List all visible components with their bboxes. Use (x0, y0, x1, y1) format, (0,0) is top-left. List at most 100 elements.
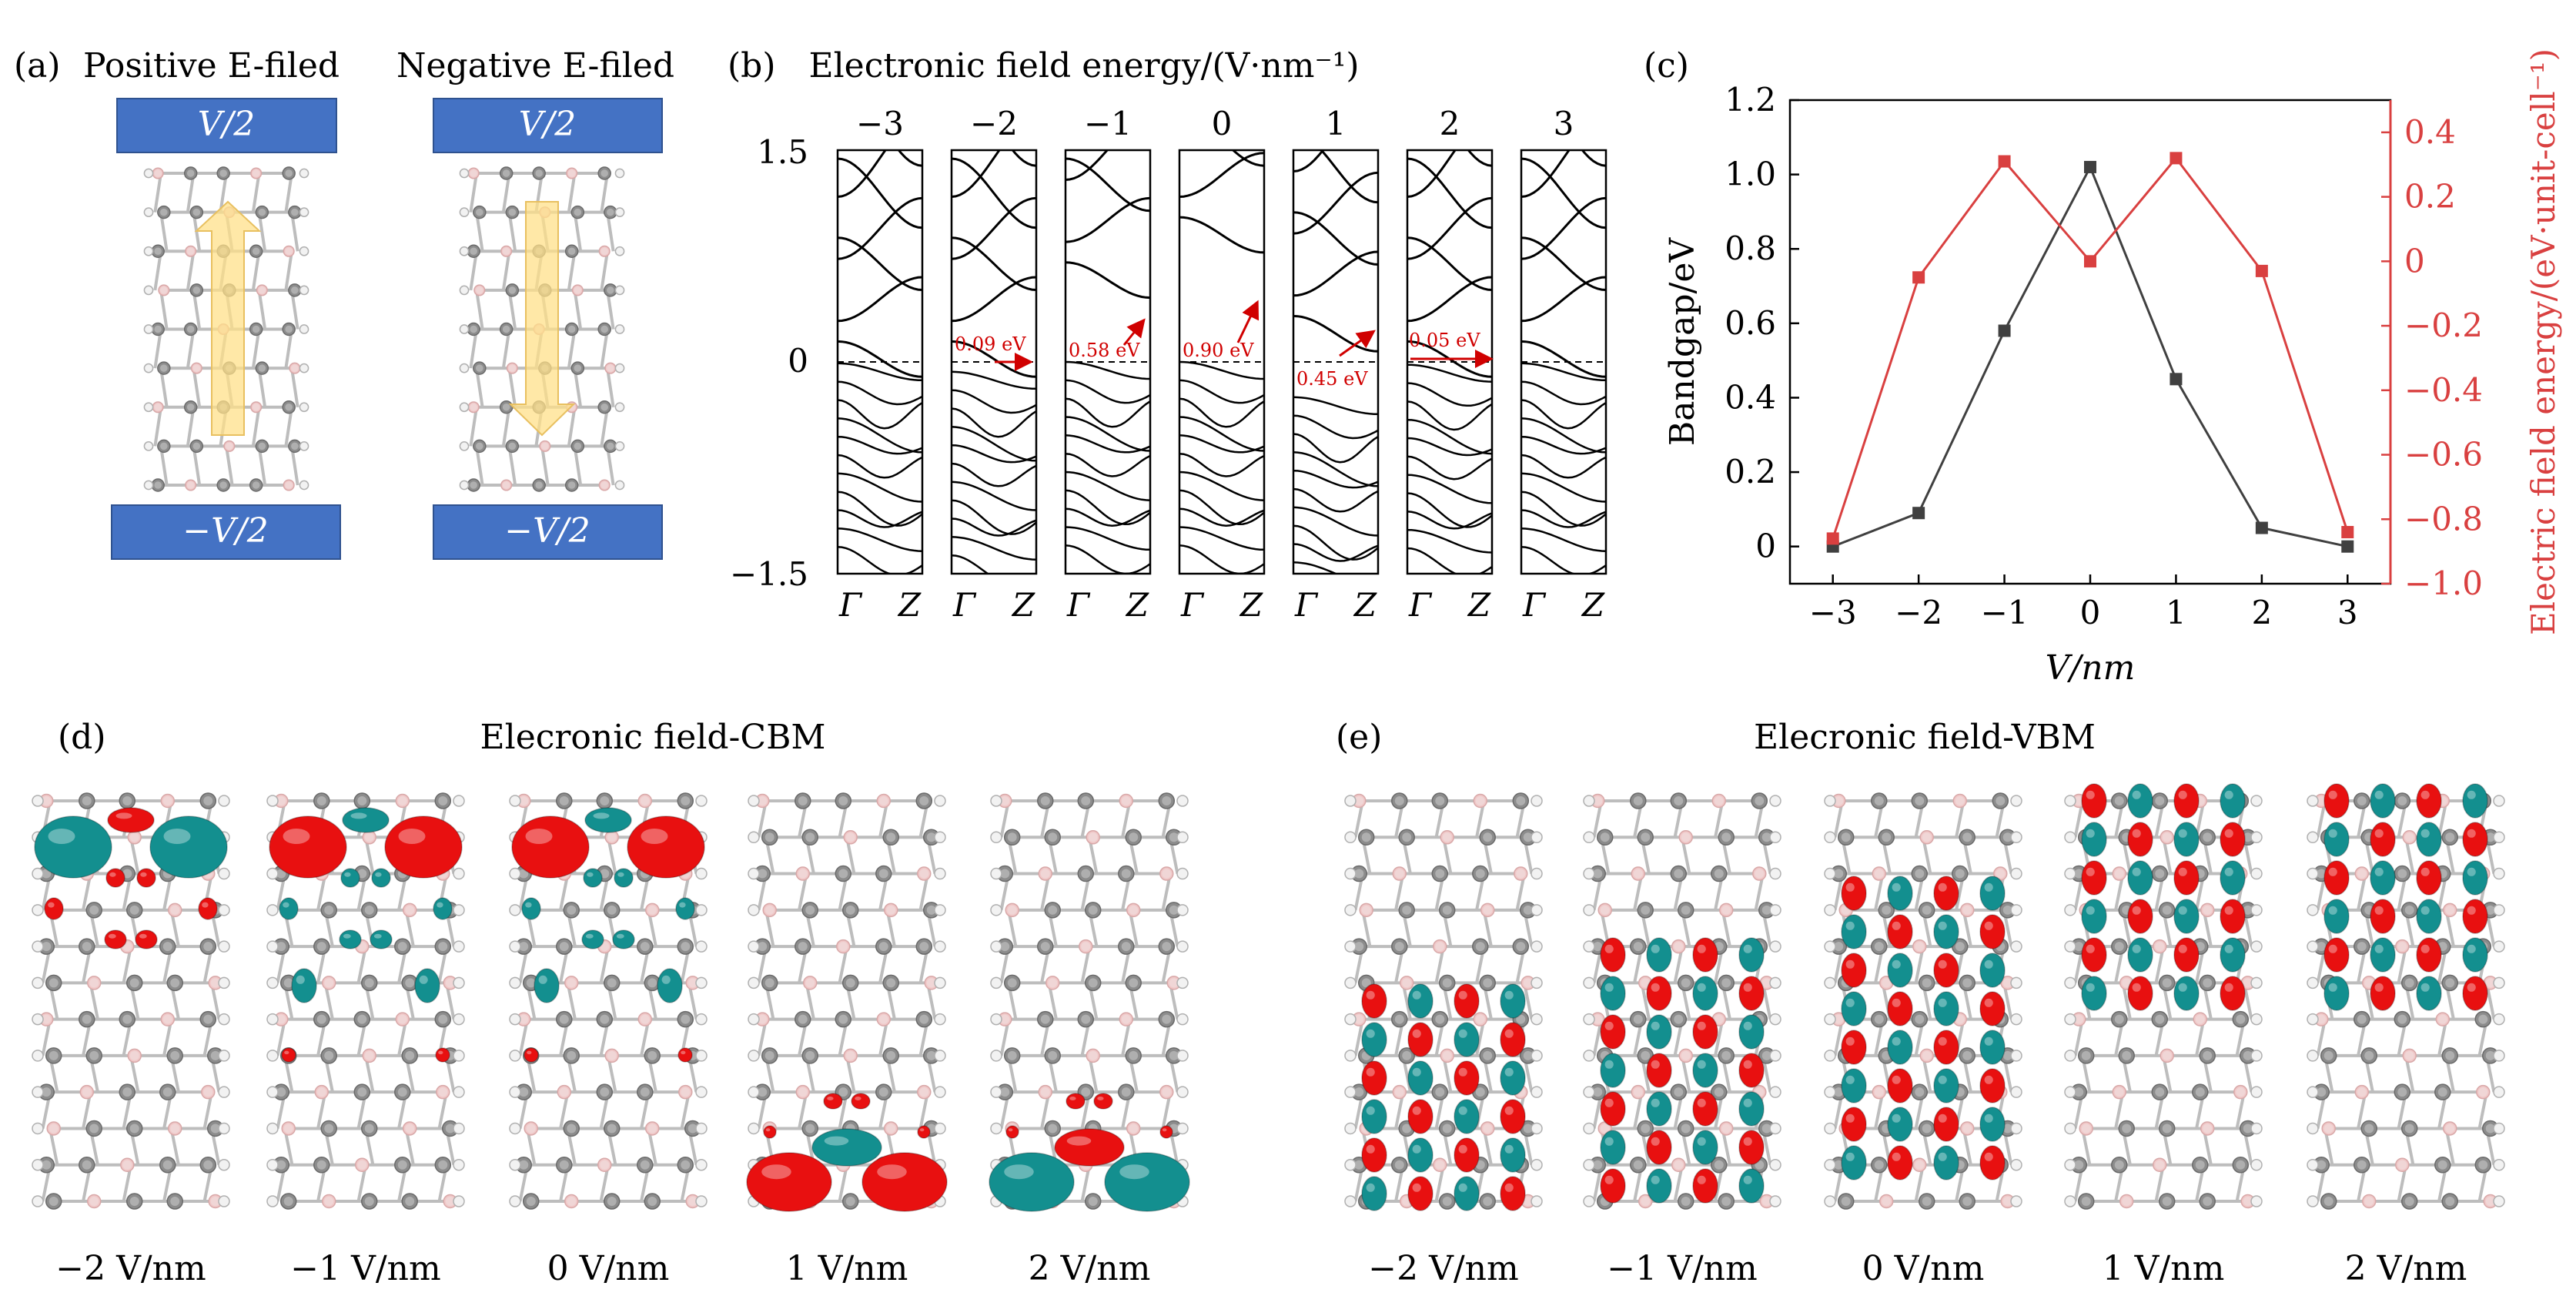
orbital-lobe (1933, 1030, 1959, 1065)
bond (573, 446, 583, 486)
carbon-atom (505, 283, 520, 297)
carbon-atom (570, 361, 585, 375)
carbon-atom (1479, 1193, 1496, 1210)
carbon-atom (596, 1083, 614, 1100)
carbon-atom (1512, 938, 1530, 955)
carbon-atom (125, 902, 143, 919)
hydrogen-atom (459, 324, 470, 334)
orbital-lobe (1738, 1014, 1765, 1050)
atom-highlight (210, 1124, 220, 1134)
hydrogen-atom (990, 1086, 1002, 1098)
boron-atom (1872, 866, 1887, 881)
atom-highlight (687, 1124, 698, 1134)
atom-highlight (600, 1014, 610, 1024)
boron-atom (1678, 1048, 1693, 1063)
carbon-atom (532, 478, 546, 492)
atom-highlight (364, 832, 374, 842)
orbital-lobe (1500, 983, 1526, 1019)
panel-b-label: (b) (728, 46, 776, 85)
orbital-lobe (384, 815, 463, 879)
orbital-highlight (641, 829, 668, 844)
carbon-atom (1125, 1047, 1142, 1064)
orbital-lobe (1738, 976, 1765, 1011)
atom-highlight (186, 247, 195, 256)
hydrogen-atom (2307, 831, 2319, 844)
orbital-highlight (2224, 983, 2233, 992)
atom-highlight (1523, 905, 1533, 915)
carbon-atom (1118, 938, 1135, 955)
atom-highlight (2162, 1124, 2172, 1134)
valence-band (952, 370, 1036, 390)
orbital-lobe (1454, 1022, 1480, 1057)
atom-highlight (607, 1050, 617, 1060)
orbital-lobe (198, 897, 218, 920)
carbon-atom (45, 1047, 62, 1064)
valence-band (952, 407, 1036, 438)
atom-highlight (886, 1050, 896, 1060)
carbon-atom (1391, 1156, 1408, 1174)
atom-highlight (2485, 1050, 2495, 1060)
right-top-electrode-label: V/2 (519, 105, 577, 144)
y-tick-label: 0.4 (1725, 378, 1776, 416)
hydrogen-atom (459, 441, 470, 451)
atom-highlight (601, 247, 608, 256)
carbon-atom (1431, 1083, 1449, 1100)
atom-highlight (1169, 832, 1179, 842)
boron-atom (158, 284, 170, 296)
carbon-atom (473, 361, 487, 375)
orbital-lobe (2462, 783, 2488, 819)
field-energy-point (1912, 271, 1925, 284)
bandgap-point (1998, 324, 2011, 337)
atom-highlight (878, 796, 888, 805)
boron-atom (355, 1157, 370, 1172)
orbital-highlight (2420, 790, 2430, 799)
atom-highlight (438, 1087, 448, 1097)
bond (540, 446, 550, 486)
bond (501, 250, 511, 291)
orbital-highlight (525, 829, 553, 844)
carbon-atom (159, 1083, 176, 1100)
orbital-lobe (2081, 860, 2107, 896)
bond (507, 446, 517, 486)
orbital-lobe (1692, 937, 1718, 973)
atom-highlight (1915, 1160, 1925, 1170)
orbital-highlight (1938, 921, 1947, 930)
atom-highlight (2155, 796, 2165, 805)
boron-atom (1718, 903, 1734, 918)
hydrogen-atom (1344, 1013, 1357, 1026)
bond (257, 367, 267, 408)
conduction-band (838, 276, 922, 323)
orbital-lobe (1600, 937, 1626, 973)
hydrogen-atom (1344, 976, 1357, 990)
atom-highlight (364, 1197, 374, 1206)
boron-atom (2119, 1194, 2134, 1209)
field-value-label: 3 (1554, 105, 1574, 142)
orbital-highlight (855, 1097, 861, 1100)
orbital-highlight (2086, 829, 2095, 838)
atom-highlight (567, 1197, 577, 1206)
atom-highlight (1962, 978, 1972, 988)
valence-band (1407, 511, 1492, 530)
x-tick-label: −3 (1809, 594, 1857, 631)
carbon-atom (1391, 938, 1408, 955)
orbital-highlight (1604, 1098, 1614, 1107)
atom-highlight (2404, 905, 2414, 915)
atom-highlight (2364, 978, 2374, 988)
hydrogen-atom (2064, 867, 2076, 880)
orbital-lobe (2173, 822, 2200, 857)
atom-highlight (1633, 942, 1643, 952)
hydrogen-atom (990, 831, 1002, 844)
atom-highlight (798, 869, 808, 879)
orbital-highlight (2132, 790, 2141, 799)
conduction-band (952, 340, 1036, 378)
orbital-lobe (44, 897, 64, 920)
atom-highlight (357, 796, 367, 805)
hydrogen-atom (1531, 904, 1543, 916)
orbital-highlight (2467, 944, 2476, 953)
valence-band (952, 517, 1036, 537)
atom-highlight (1402, 1124, 1412, 1134)
carbon-atom (1637, 1120, 1654, 1137)
atom-highlight (476, 208, 483, 216)
carbon-atom (189, 283, 204, 297)
atom-highlight (1955, 796, 1965, 805)
